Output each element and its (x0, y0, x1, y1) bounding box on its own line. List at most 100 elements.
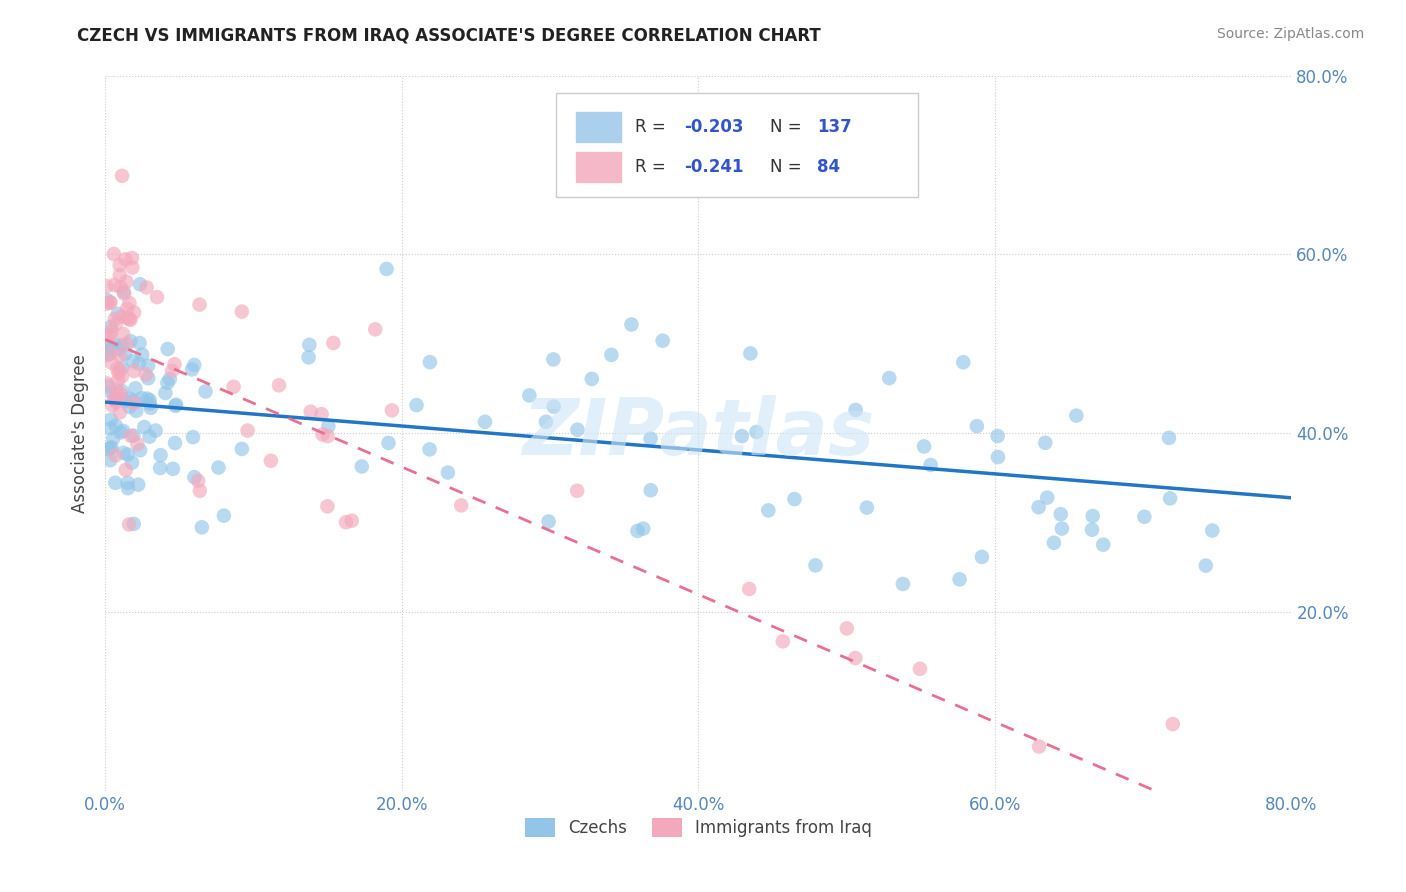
Point (187, 474, 209, 488)
Point (419, 442, 441, 457)
Point (121, 456, 143, 470)
Point (104, 475, 127, 490)
Point (1161, 717, 1184, 731)
Point (104, 392, 127, 407)
Point (122, 305, 145, 319)
Point (111, 384, 134, 398)
Point (96, 293, 118, 307)
Point (631, 522, 654, 536)
Point (97, 379, 120, 393)
Point (105, 395, 128, 409)
Point (112, 446, 135, 460)
Point (122, 516, 145, 531)
Point (920, 458, 942, 472)
Point (297, 351, 319, 365)
Point (149, 461, 172, 475)
Point (139, 397, 162, 411)
Point (97, 442, 120, 457)
Point (96, 347, 118, 361)
Point (543, 352, 565, 367)
Point (731, 429, 754, 443)
Text: R =: R = (636, 158, 666, 176)
Point (156, 342, 179, 356)
Point (112, 326, 135, 341)
Point (450, 499, 472, 513)
Point (877, 371, 900, 385)
Point (335, 515, 357, 529)
Point (125, 404, 148, 418)
Point (114, 347, 136, 361)
Point (105, 383, 128, 397)
Legend: Czechs, Immigrants from Iraq: Czechs, Immigrants from Iraq (517, 811, 879, 844)
Point (1036, 491, 1059, 505)
Point (756, 503, 779, 517)
Point (121, 354, 143, 368)
Point (537, 515, 560, 529)
Point (97, 329, 120, 343)
Text: N =: N = (769, 118, 801, 136)
Point (966, 419, 988, 434)
Point (651, 334, 673, 348)
Point (117, 475, 139, 490)
Point (322, 335, 344, 350)
Point (364, 322, 387, 336)
Point (165, 399, 187, 413)
Point (100, 356, 122, 370)
Point (105, 317, 128, 331)
Point (772, 634, 794, 648)
Point (114, 252, 136, 267)
Point (231, 304, 253, 318)
Point (845, 403, 868, 417)
Point (1133, 509, 1156, 524)
Point (121, 260, 143, 275)
Point (104, 449, 127, 463)
Point (104, 337, 127, 351)
Point (640, 432, 662, 446)
Point (136, 392, 159, 406)
Point (128, 357, 150, 371)
Y-axis label: Associate's Degree: Associate's Degree (72, 354, 89, 513)
Point (122, 364, 145, 378)
Point (543, 400, 565, 414)
Point (260, 454, 283, 468)
Point (108, 258, 131, 272)
Point (96, 342, 118, 356)
Point (136, 359, 159, 373)
Point (381, 403, 404, 417)
Point (188, 483, 211, 498)
Point (124, 381, 146, 395)
Point (222, 380, 245, 394)
Point (1028, 739, 1050, 754)
Point (135, 280, 157, 294)
Point (136, 371, 159, 385)
Point (120, 312, 142, 326)
Point (626, 524, 648, 538)
Text: R =: R = (636, 118, 666, 136)
Point (419, 355, 441, 369)
Point (107, 342, 129, 356)
Text: N =: N = (769, 158, 801, 176)
Point (115, 337, 138, 351)
Point (311, 427, 333, 442)
Point (316, 429, 339, 443)
Point (98, 338, 121, 352)
Point (581, 372, 603, 386)
Point (98, 295, 121, 310)
Point (162, 462, 184, 476)
Point (156, 376, 179, 390)
Point (163, 436, 186, 450)
Point (107, 307, 129, 321)
Point (96, 279, 118, 293)
Point (120, 429, 142, 443)
Point (952, 355, 974, 369)
Point (1081, 508, 1104, 523)
Point (340, 514, 363, 528)
Point (181, 430, 204, 444)
Point (127, 437, 149, 451)
Point (377, 436, 399, 450)
Point (745, 425, 768, 439)
Point (783, 491, 806, 506)
Point (100, 324, 122, 338)
Point (311, 407, 333, 421)
Point (118, 296, 141, 310)
